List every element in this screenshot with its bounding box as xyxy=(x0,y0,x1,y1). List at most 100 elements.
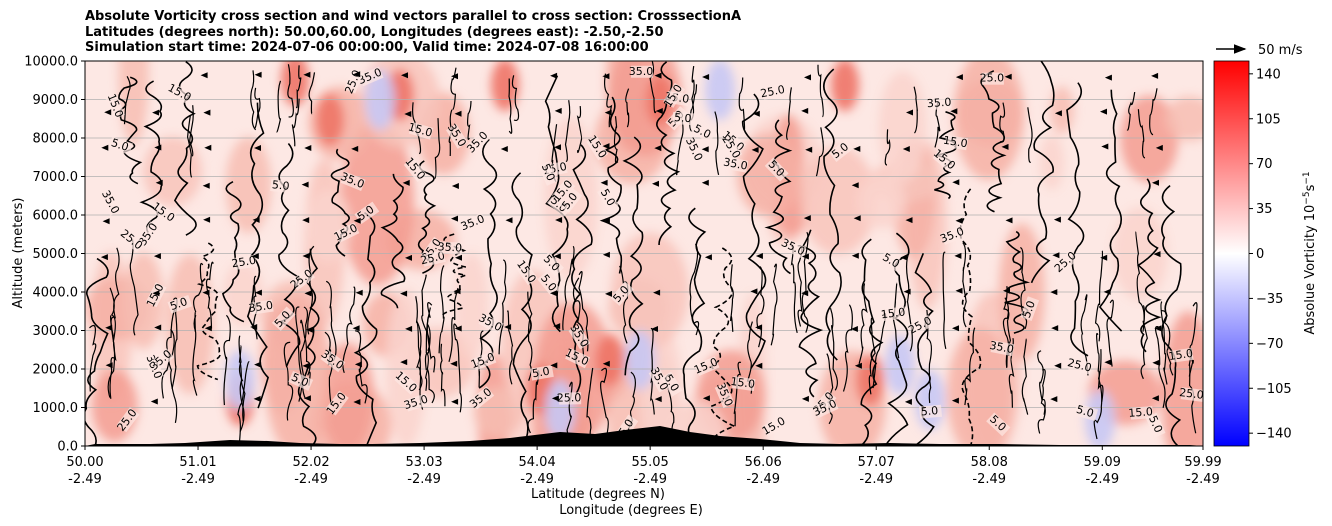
contour-label-bg xyxy=(1073,403,1099,422)
wind-vector xyxy=(553,323,561,330)
contour-label-bg xyxy=(461,213,487,233)
y-axis-label: Altitude (meters) xyxy=(11,198,26,309)
contour-label: 35.0 xyxy=(629,65,654,78)
contour-line-low xyxy=(649,327,655,415)
contour-line-low xyxy=(566,381,573,442)
contour-line xyxy=(139,80,163,233)
terrain xyxy=(85,426,1203,446)
contour-line-low xyxy=(619,265,629,344)
contour-line-low xyxy=(283,341,294,421)
wind-vector xyxy=(204,325,212,332)
y-tick-label: 10000.0 xyxy=(24,55,78,70)
contour-line-low xyxy=(600,367,609,443)
colorbar-label: Absolue Vorticity 10−5s−1 xyxy=(1302,171,1318,334)
contour-label-bg xyxy=(537,271,561,297)
vorticity-blob-strong xyxy=(596,334,624,386)
contour-line-high xyxy=(450,67,457,111)
contour-line-low xyxy=(562,245,575,331)
contour-line-high xyxy=(613,116,619,164)
contour-line-low xyxy=(1154,326,1166,409)
contour-line-high xyxy=(576,106,583,154)
y-tick-label: 3000.0 xyxy=(33,324,79,339)
contour-label: 25.0 xyxy=(419,249,446,267)
wind-vector xyxy=(651,326,658,332)
contour-line-high xyxy=(276,80,282,133)
contour-label-bg xyxy=(144,355,164,381)
contour-label-bg xyxy=(663,82,685,108)
wind-vector xyxy=(451,183,459,189)
contour-label: 15.0 xyxy=(1128,405,1153,420)
contour-label-bg xyxy=(404,393,430,412)
contour-line-low xyxy=(1037,350,1046,415)
wind-vector xyxy=(405,254,412,261)
vorticity-blob-strong xyxy=(316,94,344,146)
wind-vector xyxy=(154,144,162,151)
contour-label: 5.0 xyxy=(168,295,189,313)
x-tick-label-lat: 51.01 xyxy=(179,455,216,470)
contour-label-bg xyxy=(568,324,591,350)
wind-vector xyxy=(1004,73,1012,80)
contour-label-bg xyxy=(694,356,720,376)
vorticity-blob-strong xyxy=(491,61,519,111)
contour-label: 35.0 xyxy=(722,156,748,173)
contour-line-high xyxy=(738,77,746,131)
x-tick-label-lon: -2.49 xyxy=(407,472,441,487)
contour-label-bg xyxy=(138,221,161,247)
vorticity-blob-strong xyxy=(831,61,859,111)
contour-line-low xyxy=(1080,294,1089,376)
contour-line xyxy=(599,96,623,274)
y-tick-label: 2000.0 xyxy=(33,363,79,378)
wind-vector xyxy=(450,360,458,367)
vorticity-blob xyxy=(736,132,802,217)
contour-label-bg xyxy=(762,415,788,437)
contour-label: 35.0 xyxy=(927,96,952,111)
contour-line-low xyxy=(689,243,700,336)
colorbar-tick-label: 35 xyxy=(1256,202,1273,217)
contour-label-bg xyxy=(446,123,468,149)
colorbar-tick-label: 70 xyxy=(1256,157,1273,172)
colorbar-tick-label: −105 xyxy=(1256,382,1292,397)
contour-label-bg xyxy=(1068,357,1093,375)
contour-label-bg xyxy=(403,157,427,183)
contour-label-bg xyxy=(466,129,491,154)
contour-line-low xyxy=(527,291,533,381)
contour-line-low xyxy=(1160,301,1168,385)
contour-line xyxy=(1066,82,1089,357)
contour-label: 5.0 xyxy=(920,404,939,418)
contour-line-high xyxy=(253,87,261,129)
contour-line-high xyxy=(434,118,441,180)
wind-vector xyxy=(200,72,208,79)
x-tick-label-lat: 59.09 xyxy=(1084,455,1121,470)
contour-line-high xyxy=(564,100,571,162)
contour-label-bg xyxy=(764,157,789,182)
contour-label-bg xyxy=(908,314,934,336)
x-tick-label-lat: 54.04 xyxy=(519,455,556,470)
wind-vector xyxy=(602,360,610,367)
wind-vector xyxy=(605,290,612,297)
wind-vector xyxy=(1005,217,1013,224)
wind-vector xyxy=(353,217,361,224)
contour-line-low xyxy=(415,296,423,391)
title-line-2: Latitudes (degrees north): 50.00,60.00, … xyxy=(85,24,664,40)
wind-vector xyxy=(550,72,558,79)
contour-line xyxy=(478,138,498,389)
wind-vector xyxy=(851,182,859,189)
x-tick-label-lat: 57.07 xyxy=(858,455,895,470)
wind-vector xyxy=(554,107,562,114)
wind-vector xyxy=(654,396,662,403)
contour-line xyxy=(764,119,793,275)
vorticity-blob xyxy=(454,252,489,360)
wind-vector xyxy=(1151,395,1159,402)
contour-line xyxy=(1030,61,1055,284)
vorticity-blob xyxy=(1120,95,1179,183)
wind-vector xyxy=(155,179,163,186)
contour-line-low xyxy=(448,287,459,362)
contour-line-low xyxy=(801,231,809,333)
contour-line-low xyxy=(453,323,463,413)
contour-label-bg xyxy=(250,299,274,315)
contour-label-bg xyxy=(932,148,958,173)
contour-line-low xyxy=(578,271,589,352)
contour-label: 25.0 xyxy=(557,391,582,404)
wind-vector xyxy=(653,289,661,296)
contour-label-bg xyxy=(630,65,653,78)
